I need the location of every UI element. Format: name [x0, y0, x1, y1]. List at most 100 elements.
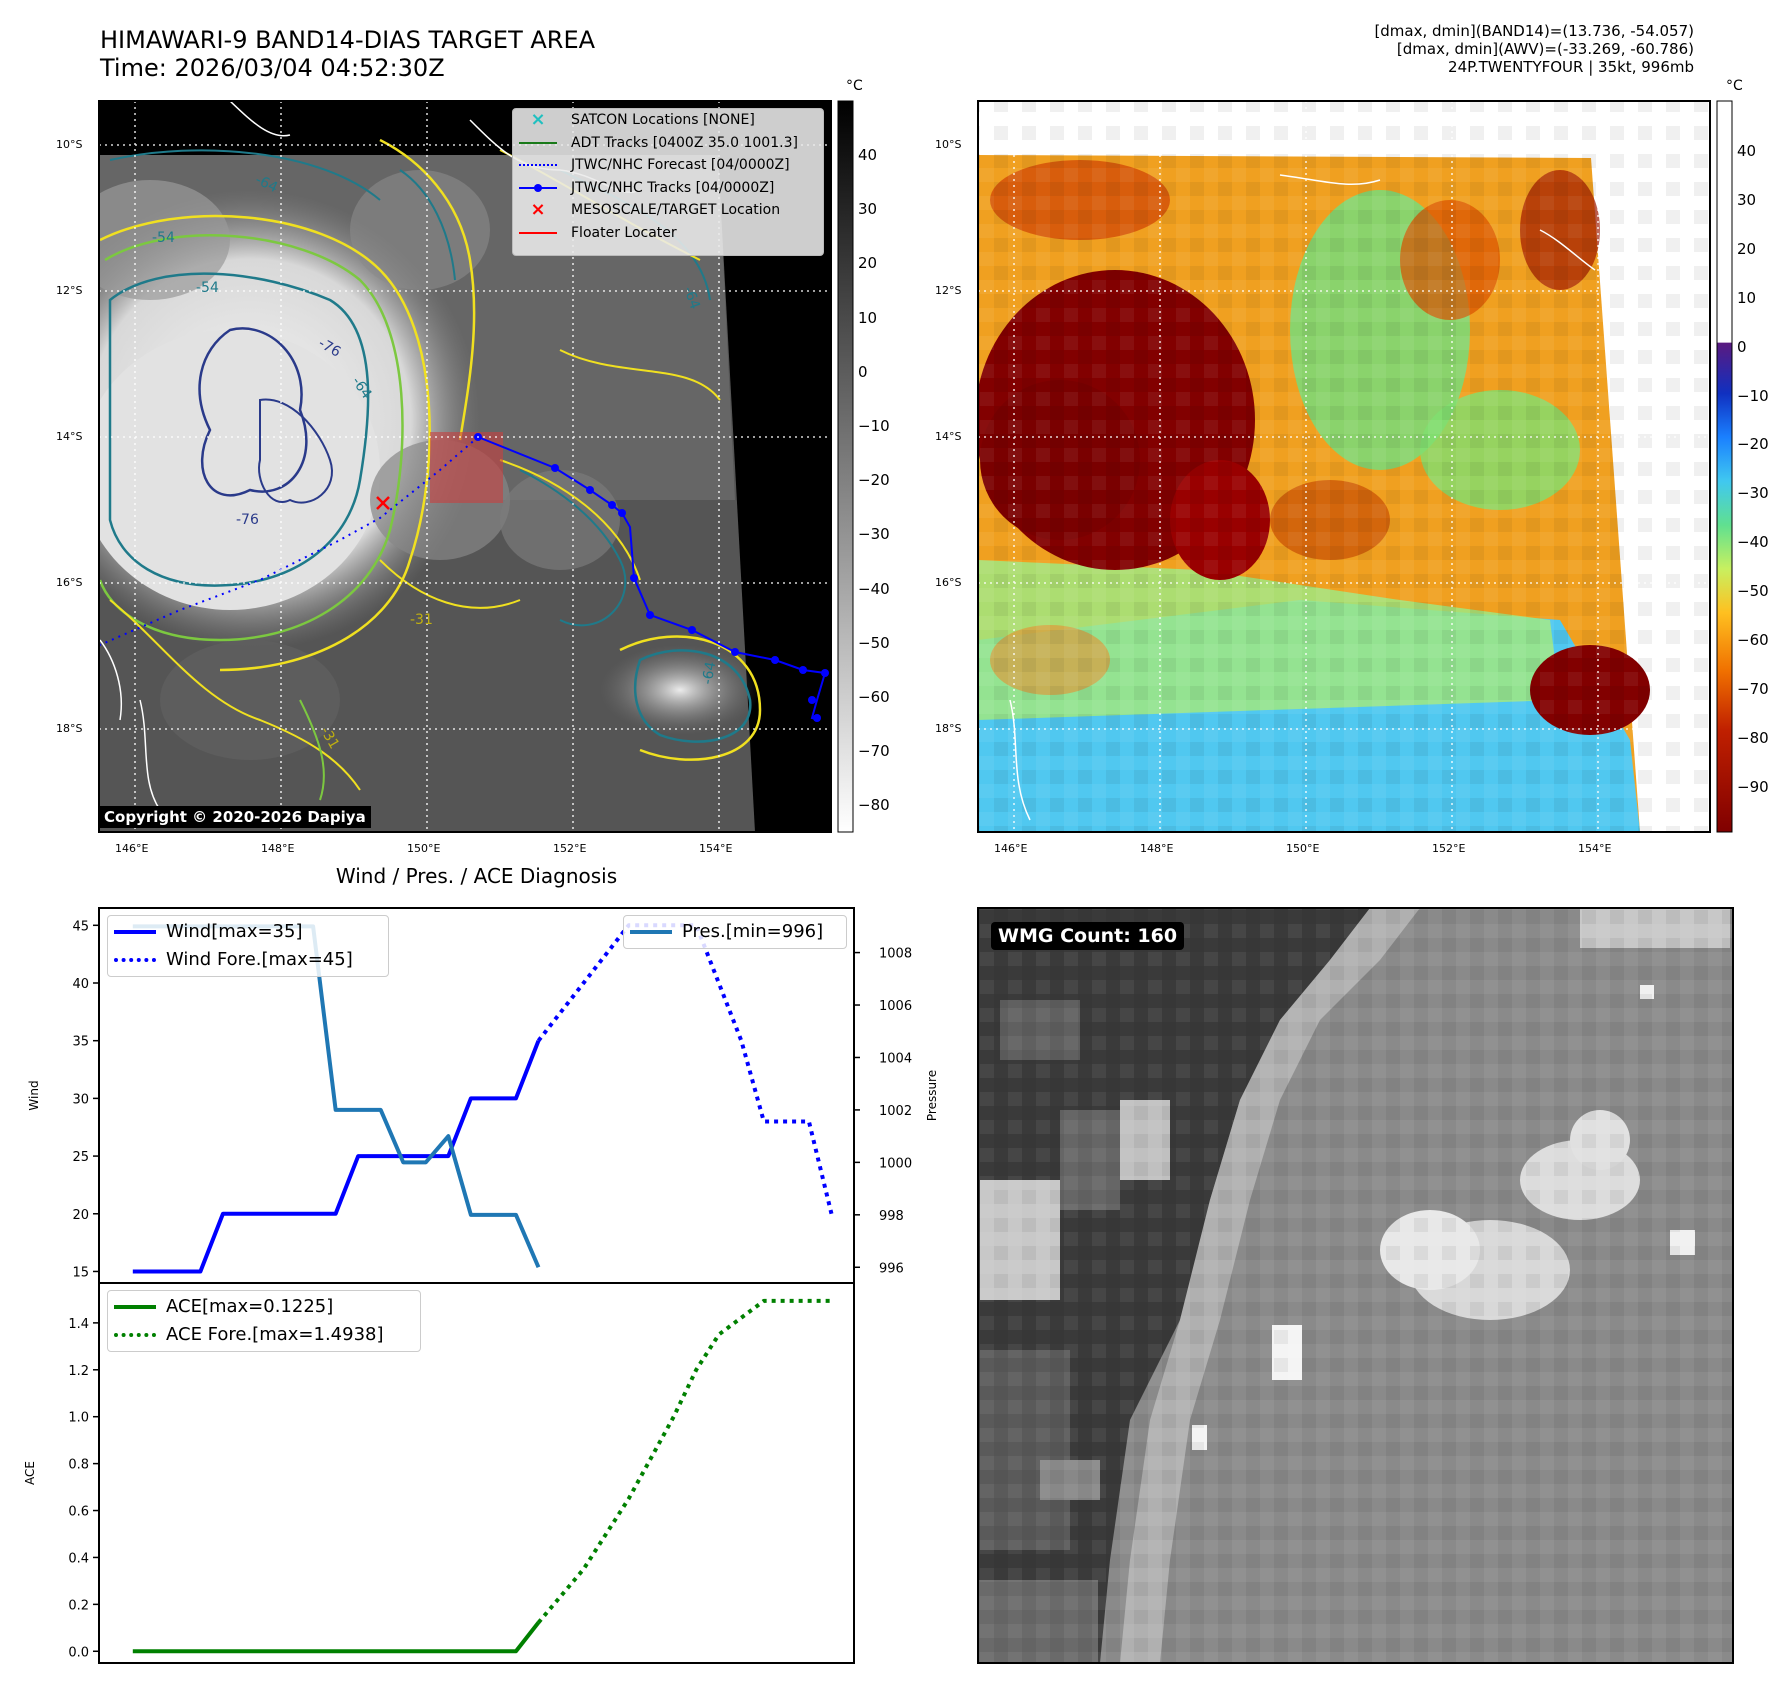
pressure-legend: Pres.[min=996]: [623, 915, 847, 949]
ir-lon-tick: 148°E: [261, 842, 295, 855]
legend-label: JTWC/NHC Forecast [04/0000Z]: [571, 157, 790, 173]
jtwc-track-points: [474, 433, 829, 722]
wind-tick-label: 25: [72, 1150, 89, 1165]
contour-label: -54: [152, 230, 175, 246]
ir-colorbar-tick: 30: [858, 200, 878, 219]
ir-legend: × SATCON Locations [NONE] ADT Tracks [0400…: [512, 108, 824, 256]
title-line2: Time: 2026/03/04 04:52:30Z: [100, 54, 445, 82]
legend-label: JTWC/NHC Tracks [04/0000Z]: [571, 179, 775, 196]
ir-colorbar-unit: °C: [846, 78, 863, 94]
ace-tick-label: 0.4: [68, 1551, 89, 1566]
ace-series-line-0: [132, 1621, 541, 1654]
pressure-tick-label: 1006: [879, 999, 912, 1014]
ace-legend: ACE[max=0.1225] ACE Fore.[max=1.4938]: [107, 1290, 421, 1352]
ace-tick-label: 0.8: [68, 1458, 89, 1473]
wind-tick-label: 15: [72, 1265, 89, 1280]
ace-tick-label: 0.6: [68, 1505, 89, 1520]
wv-colorbar-tick: −80: [1737, 728, 1769, 747]
legend-marker: [519, 132, 557, 155]
pressure-tick-label: 996: [879, 1261, 904, 1276]
wv-colorbar: [1716, 100, 1733, 833]
wv-lon-tick: 150°E: [1286, 842, 1320, 855]
ir-colorbar-tick: 20: [858, 254, 878, 273]
wv-colorbar-unit: °C: [1726, 78, 1743, 94]
ir-legend-item: JTWC/NHC Forecast [04/0000Z]: [513, 154, 823, 177]
wv-lat-tick: 10°S: [935, 138, 962, 151]
wind-axis-label: Wind: [27, 1080, 41, 1110]
legend-pressure: Pres.[min=996]: [630, 918, 840, 946]
ace-tick-label: 1.0: [68, 1411, 89, 1426]
wv-colorbar-tick: −60: [1737, 631, 1769, 649]
title-line1: HIMAWARI-9 BAND14-DIAS TARGET AREA: [100, 26, 596, 54]
contour-label: -31: [410, 612, 433, 628]
info-line1: [dmax, dmin](BAND14)=(13.736, -54.057): [1374, 22, 1694, 40]
ir-legend-item: × SATCON Locations [NONE]: [513, 109, 823, 132]
pressure-tick-label: 1004: [879, 1051, 912, 1066]
wv-lat-tick: 16°S: [935, 576, 962, 589]
ir-lat-tick: 14°S: [56, 430, 83, 443]
ir-legend-item: Floater Locater: [513, 222, 823, 245]
wv-colorbar-tick: −90: [1737, 777, 1769, 796]
pressure-tick-label: 998: [879, 1209, 904, 1224]
pressure-tick-label: 1000: [879, 1156, 912, 1171]
ir-colorbar-tick: −40: [858, 579, 890, 598]
ir-lon-tick: 150°E: [407, 842, 441, 855]
ir-legend-item: ADT Tracks [0400Z 35.0 1001.3]: [513, 132, 823, 155]
wv-colorbar-tick: −70: [1737, 679, 1769, 698]
series-line-0: [132, 1039, 541, 1274]
figure-title: HIMAWARI-9 BAND14-DIAS TARGET AREA Time:…: [100, 26, 595, 82]
legend-label: Floater Locater: [571, 224, 677, 241]
wv-colorbar-tick: −40: [1737, 533, 1769, 552]
wv-colorbar-tick: 10: [1737, 288, 1757, 307]
intensity-info: [dmax, dmin](BAND14)=(13.736, -54.057) […: [1374, 22, 1694, 76]
wv-gridlines: [978, 101, 1710, 832]
ir-colorbar-tick: 0: [858, 362, 868, 381]
legend-label: SATCON Locations [NONE]: [571, 112, 755, 128]
ir-colorbar: [837, 100, 854, 833]
wind-tick-label: 20: [72, 1208, 89, 1223]
legend-marker: [519, 177, 557, 200]
ir-colorbar-tick: −60: [858, 688, 890, 706]
wv-colorbar-tick: 20: [1737, 239, 1757, 258]
legend-marker: ×: [530, 109, 546, 130]
diagnosis-title: Wind / Pres. / ACE Diagnosis: [335, 864, 618, 888]
legend-wind: Wind[max=35]: [114, 918, 382, 946]
wv-lat-tick: 14°S: [935, 430, 962, 443]
ir-colorbar-tick: −20: [858, 471, 890, 490]
wind-tick-label: 40: [72, 977, 89, 992]
wv-colorbar-tick: 0: [1737, 337, 1747, 356]
ace-tick-label: 1.2: [68, 1364, 89, 1379]
contour-label: -54: [196, 280, 219, 296]
wv-lon-tick: 148°E: [1140, 842, 1174, 855]
info-line2: [dmax, dmin](AWV)=(-33.269, -60.786): [1396, 40, 1694, 58]
wmg-image: [978, 908, 1733, 1663]
ir-legend-item: JTWC/NHC Tracks [04/0000Z]: [513, 177, 823, 200]
copyright-badge: Copyright © 2020-2026 Dapiya: [99, 806, 371, 828]
legend-label: ADT Tracks [0400Z 35.0 1001.3]: [571, 134, 798, 151]
legend-marker: ×: [530, 199, 546, 220]
legend-marker: [519, 222, 557, 245]
legend-marker: [519, 154, 557, 177]
ir-colorbar-tick: −50: [858, 633, 890, 652]
ir-lat-tick: 10°S: [56, 138, 83, 151]
ir-colorbar-tick: −30: [858, 525, 890, 544]
ace-axis-label: ACE: [23, 1461, 37, 1485]
wv-lat-tick: 12°S: [935, 284, 962, 297]
wind-legend: Wind[max=35] Wind Fore.[max=45]: [107, 915, 389, 977]
ir-colorbar-tick: 40: [858, 146, 878, 164]
wv-lon-tick: 146°E: [994, 842, 1028, 855]
ace-tick-label: 0.0: [68, 1645, 89, 1660]
wmg-count-badge: WMG Count: 160: [991, 922, 1185, 950]
wind-tick-label: 35: [72, 1035, 89, 1050]
ir-legend-item: × MESOSCALE/TARGET Location: [513, 199, 823, 222]
ir-lat-tick: 18°S: [56, 722, 83, 735]
pressure-axis-label: Pressure: [925, 1070, 939, 1121]
wv-satellite-image: [978, 101, 1710, 832]
ir-lat-tick: 12°S: [56, 284, 83, 297]
ir-lon-tick: 146°E: [115, 842, 149, 855]
wind-tick-label: 30: [72, 1092, 89, 1107]
wv-colorbar-tick: 40: [1737, 142, 1757, 160]
ir-lon-tick: 152°E: [553, 842, 587, 855]
ir-lon-tick: 154°E: [699, 842, 733, 855]
